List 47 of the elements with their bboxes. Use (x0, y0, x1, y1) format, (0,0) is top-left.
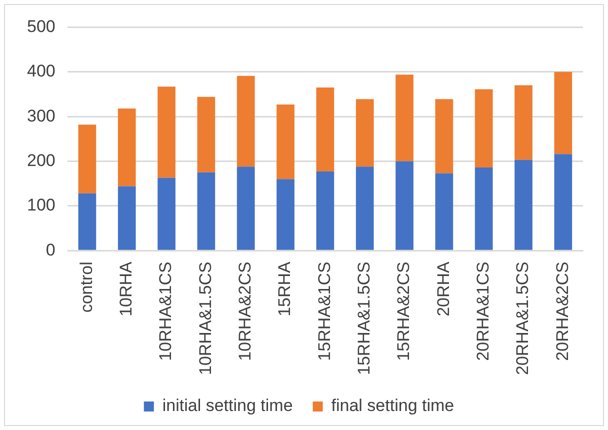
bar (474, 168, 493, 250)
bar (474, 89, 493, 168)
x-tick-label: 15RHA (275, 260, 294, 316)
bar (435, 173, 454, 250)
bar (356, 99, 374, 167)
bar (118, 108, 136, 186)
y-tick-label: 0 (46, 240, 56, 260)
bar (78, 193, 96, 250)
x-tick-label: 10RHA&1CS (156, 262, 176, 361)
x-tick-label: 20RHA&1CS (474, 262, 493, 361)
bar (197, 172, 216, 250)
x-tick-label: 15RHA&1CS (314, 262, 334, 361)
bar (316, 88, 334, 172)
bar (356, 166, 374, 250)
y-tick-label: 400 (26, 62, 56, 81)
y-tick-label: 200 (26, 150, 56, 170)
bar (514, 85, 532, 160)
bar (78, 124, 96, 194)
bar (435, 99, 454, 174)
bar (276, 179, 294, 250)
bar (158, 178, 176, 250)
x-tick-label: 20RHA&1.5CS (513, 262, 532, 375)
bar (316, 172, 334, 250)
x-tick-label: control (76, 262, 96, 313)
bar (118, 186, 136, 250)
x-tick-label: 15RHA&2CS (394, 262, 414, 361)
x-tick-label: 10RHA&1.5CS (196, 262, 215, 375)
bar (276, 104, 294, 180)
bar (197, 96, 216, 172)
bar (396, 74, 414, 162)
y-tick-label: 100 (26, 196, 56, 215)
legend-label: final setting time (331, 396, 454, 416)
bar (554, 72, 572, 154)
y-tick-label: 500 (26, 16, 56, 36)
bar (158, 86, 176, 178)
y-tick-label: 300 (26, 106, 56, 126)
legend-label: initial setting time (162, 396, 293, 416)
x-tick-label: 10RHA&2CS (236, 262, 255, 361)
x-tick-label: 15RHA&1.5CS (354, 262, 374, 375)
bar (236, 76, 255, 167)
bar (236, 166, 255, 250)
bar (514, 160, 532, 250)
x-tick-label: 20RHA (434, 260, 453, 316)
x-tick-label: 10RHA (116, 260, 136, 316)
bar (396, 161, 414, 250)
x-tick-label: 20RHA&2CS (552, 262, 572, 361)
bar (554, 154, 572, 250)
